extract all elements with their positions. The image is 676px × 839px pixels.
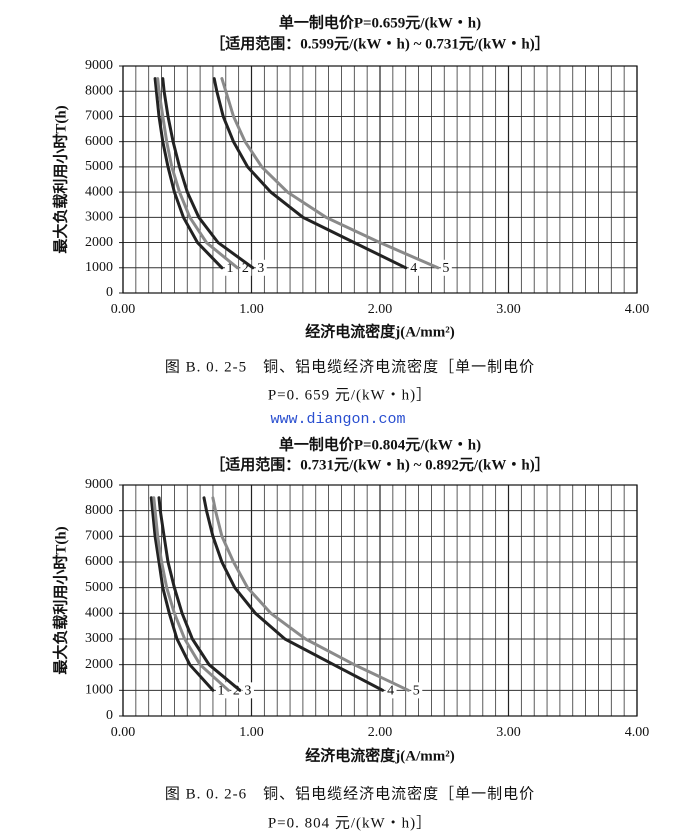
x-tick-label: 2.00 — [368, 302, 393, 317]
x-axis-label: 经济电流密度j(A/mm²) — [305, 746, 454, 764]
watermark: www.diangon.com — [270, 411, 405, 428]
plot-frame — [122, 65, 638, 294]
y-tick-label: 6000 — [85, 134, 113, 149]
chart-subtitle: ［适用范围：0.599元/(kW・h) ~ 0.731元/(kW・h)］ — [210, 34, 550, 52]
x-tick-label: 4.00 — [625, 725, 650, 740]
curve — [156, 77, 239, 270]
y-tick-label: 2000 — [85, 657, 113, 672]
x-tick-label: 4.00 — [625, 302, 650, 317]
chart-title: 单一制电价P=0.804元/(kW・h) — [279, 435, 481, 453]
curve-label-bg — [408, 259, 420, 276]
curve-label: 2 — [242, 261, 249, 276]
caption: P=0. 804 元/(kW・h)］ — [268, 814, 432, 831]
curve-label: 1 — [226, 261, 233, 276]
caption: 图 B. 0. 2-6 铜、铝电缆经济电流密度［单一制电价 — [165, 785, 535, 802]
curve — [220, 77, 440, 270]
curve-label-bg — [224, 259, 236, 276]
curve-label-bg — [215, 682, 227, 699]
plot-frame — [122, 484, 638, 717]
y-tick-label: 5000 — [85, 159, 113, 174]
y-axis-label: 最大负载利用小时T(h) — [51, 526, 69, 674]
y-tick-label: 2000 — [85, 235, 113, 250]
curve-label: 3 — [244, 684, 251, 699]
y-tick-label: 9000 — [85, 58, 113, 73]
y-axis-label: 最大负载利用小时T(h) — [51, 105, 69, 253]
y-tick-label: 0 — [106, 708, 113, 723]
y-tick-label: 7000 — [85, 529, 113, 544]
curve — [153, 77, 224, 270]
curve-label: 4 — [387, 684, 394, 699]
chart-subtitle: ［适用范围：0.731元/(kW・h) ~ 0.892元/(kW・h)］ — [210, 455, 550, 473]
curve-label-bg — [411, 682, 423, 699]
curve — [202, 496, 385, 692]
y-tick-label: 6000 — [85, 554, 113, 569]
curve-label-bg — [242, 682, 254, 699]
x-axis-label: 经济电流密度j(A/mm²) — [305, 322, 454, 340]
y-tick-label: 4000 — [85, 184, 113, 199]
x-tick-label: 0.00 — [111, 725, 136, 740]
curve-label-bg — [240, 259, 252, 276]
curve — [152, 496, 230, 692]
curve-label: 2 — [233, 684, 240, 699]
curve — [212, 77, 408, 270]
y-tick-label: 3000 — [85, 631, 113, 646]
curve-label: 1 — [217, 684, 224, 699]
y-tick-label: 1000 — [85, 260, 113, 275]
x-tick-label: 1.00 — [239, 302, 264, 317]
caption: 图 B. 0. 2-5 铜、铝电缆经济电流密度［单一制电价 — [165, 358, 535, 375]
y-tick-label: 4000 — [85, 606, 113, 621]
y-tick-label: 0 — [106, 285, 113, 300]
y-tick-label: 1000 — [85, 683, 113, 698]
curve-label: 5 — [442, 261, 449, 276]
curve-label-bg — [385, 682, 397, 699]
curve — [157, 496, 242, 692]
curve — [149, 496, 215, 692]
y-tick-label: 3000 — [85, 210, 113, 225]
curve-label-bg — [440, 259, 452, 276]
curve-label: 3 — [257, 261, 264, 276]
chart-title: 单一制电价P=0.659元/(kW・h) — [279, 13, 481, 31]
caption: P=0. 659 元/(kW・h)］ — [268, 386, 432, 403]
y-tick-label: 7000 — [85, 109, 113, 124]
x-tick-label: 2.00 — [368, 725, 393, 740]
y-tick-label: 8000 — [85, 503, 113, 518]
y-tick-label: 8000 — [85, 83, 113, 98]
x-tick-label: 3.00 — [496, 302, 521, 317]
curve-label-bg — [231, 682, 243, 699]
x-tick-label: 0.00 — [111, 302, 136, 317]
curve — [211, 496, 410, 692]
curve-label: 5 — [413, 684, 420, 699]
curve-label: 4 — [410, 261, 417, 276]
x-tick-label: 1.00 — [239, 725, 264, 740]
x-tick-label: 3.00 — [496, 725, 521, 740]
curve-label-bg — [255, 259, 267, 276]
curve — [161, 77, 255, 270]
y-tick-label: 5000 — [85, 580, 113, 595]
y-tick-label: 9000 — [85, 477, 113, 492]
